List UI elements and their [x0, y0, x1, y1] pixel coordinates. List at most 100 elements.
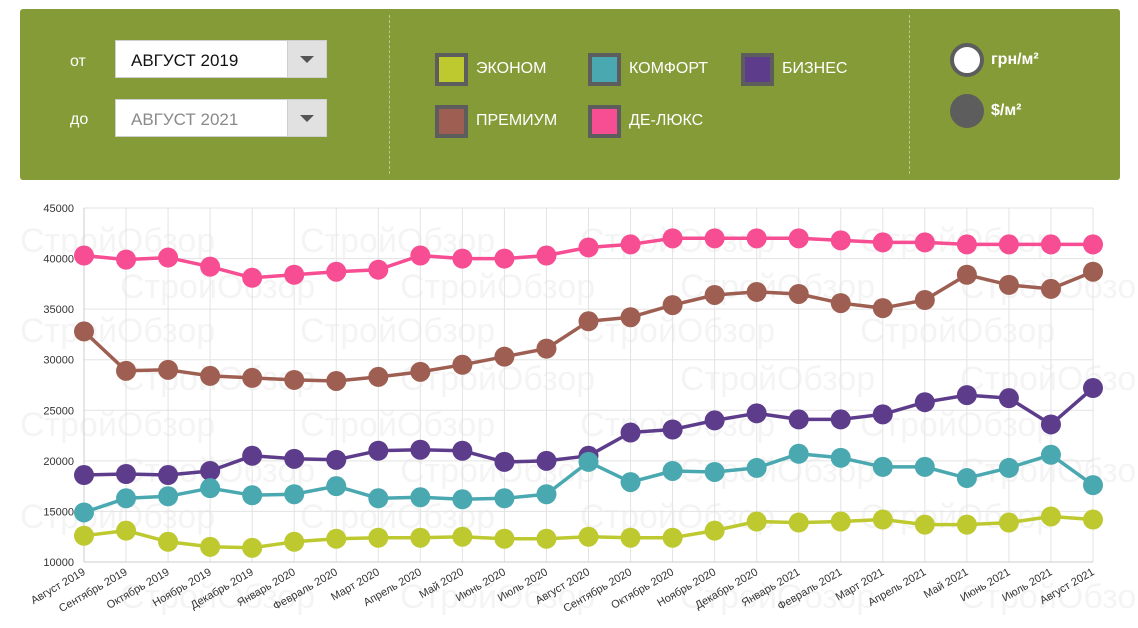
- series-эконом-point[interactable]: [326, 528, 347, 549]
- series-премиум-point[interactable]: [158, 359, 179, 380]
- series-эконом-point[interactable]: [620, 527, 641, 548]
- series-де-люкс-point[interactable]: [872, 232, 893, 253]
- series-комфорт-point[interactable]: [200, 478, 221, 499]
- to-date-select[interactable]: АВГУСТ 2021: [115, 99, 327, 137]
- series-бизнес-point[interactable]: [998, 388, 1019, 409]
- series-де-люкс-point[interactable]: [788, 228, 809, 249]
- series-де-люкс-point[interactable]: [1040, 234, 1061, 255]
- series-де-люкс-point[interactable]: [620, 234, 641, 255]
- series-де-люкс-point[interactable]: [536, 245, 557, 266]
- series-премиум-point[interactable]: [494, 346, 515, 367]
- series-комфорт-point[interactable]: [914, 456, 935, 477]
- series-премиум-point[interactable]: [1083, 261, 1103, 282]
- series-эконом-point[interactable]: [914, 514, 935, 535]
- series-комфорт-point[interactable]: [326, 476, 347, 497]
- series-эконом-point[interactable]: [662, 527, 683, 548]
- series-де-люкс-point[interactable]: [746, 228, 767, 249]
- series-комфорт-point[interactable]: [788, 443, 809, 464]
- series-эконом-point[interactable]: [746, 511, 767, 532]
- series-премиум-point[interactable]: [704, 284, 725, 305]
- series-эконом-point[interactable]: [284, 531, 305, 552]
- series-эконом-point[interactable]: [830, 511, 851, 532]
- series-комфорт-point[interactable]: [452, 489, 473, 510]
- series-премиум-point[interactable]: [872, 298, 893, 319]
- series-эконом-point[interactable]: [116, 520, 137, 541]
- series-эконом-point[interactable]: [200, 536, 221, 557]
- series-премиум-point[interactable]: [1040, 278, 1061, 299]
- series-комфорт-point[interactable]: [620, 472, 641, 493]
- series-эконом-point[interactable]: [536, 528, 557, 549]
- series-премиум-point[interactable]: [956, 264, 977, 285]
- series-де-люкс-point[interactable]: [830, 230, 851, 251]
- series-премиум-point[interactable]: [830, 293, 851, 314]
- series-комфорт-point[interactable]: [74, 502, 94, 523]
- series-бизнес-point[interactable]: [914, 392, 935, 413]
- series-бизнес-point[interactable]: [830, 409, 851, 430]
- series-эконом-point[interactable]: [74, 525, 94, 546]
- series-эконом-point[interactable]: [242, 537, 263, 558]
- series-эконом-point[interactable]: [998, 512, 1019, 533]
- series-де-люкс-point[interactable]: [578, 237, 599, 258]
- series-премиум-point[interactable]: [200, 365, 221, 386]
- series-комфорт-point[interactable]: [116, 488, 137, 509]
- series-премиум-point[interactable]: [536, 338, 557, 359]
- series-бизнес-point[interactable]: [704, 410, 725, 431]
- series-эконом-point[interactable]: [1083, 509, 1103, 530]
- series-бизнес-point[interactable]: [242, 445, 263, 466]
- series-комфорт-point[interactable]: [368, 488, 389, 509]
- series-комфорт-point[interactable]: [956, 468, 977, 489]
- series-де-люкс-point[interactable]: [494, 248, 515, 269]
- series-комфорт-point[interactable]: [830, 447, 851, 468]
- series-бизнес-point[interactable]: [452, 440, 473, 461]
- series-бизнес-point[interactable]: [746, 403, 767, 424]
- series-комфорт-point[interactable]: [1040, 444, 1061, 465]
- series-бизнес-point[interactable]: [620, 422, 641, 443]
- series-эконом-point[interactable]: [956, 514, 977, 535]
- series-эконом-point[interactable]: [578, 526, 599, 547]
- series-де-люкс-point[interactable]: [116, 249, 137, 270]
- series-де-люкс-point[interactable]: [158, 247, 179, 268]
- series-премиум-point[interactable]: [242, 367, 263, 388]
- series-де-люкс-point[interactable]: [410, 245, 431, 266]
- series-премиум-point[interactable]: [116, 360, 137, 381]
- series-бизнес-point[interactable]: [788, 409, 809, 430]
- series-де-люкс-point[interactable]: [704, 228, 725, 249]
- series-бизнес-point[interactable]: [1040, 414, 1061, 435]
- series-комфорт-point[interactable]: [284, 484, 305, 505]
- series-де-люкс-point[interactable]: [662, 228, 683, 249]
- series-премиум-point[interactable]: [788, 283, 809, 304]
- series-де-люкс-point[interactable]: [998, 234, 1019, 255]
- series-де-люкс-point[interactable]: [284, 264, 305, 285]
- series-комфорт-point[interactable]: [998, 457, 1019, 478]
- series-бизнес-point[interactable]: [326, 449, 347, 470]
- from-date-select[interactable]: АВГУСТ 2019: [115, 40, 327, 78]
- series-премиум-point[interactable]: [620, 307, 641, 328]
- series-комфорт-point[interactable]: [158, 486, 179, 507]
- series-бизнес-point[interactable]: [662, 419, 683, 440]
- series-бизнес-point[interactable]: [368, 440, 389, 461]
- series-комфорт-point[interactable]: [242, 485, 263, 506]
- series-комфорт-point[interactable]: [578, 451, 599, 472]
- series-премиум-point[interactable]: [368, 366, 389, 387]
- series-де-люкс-point[interactable]: [74, 245, 94, 266]
- series-премиум-point[interactable]: [452, 354, 473, 375]
- series-премиум-point[interactable]: [74, 321, 94, 342]
- series-премиум-point[interactable]: [746, 281, 767, 302]
- series-премиум-point[interactable]: [998, 274, 1019, 295]
- series-премиум-point[interactable]: [284, 369, 305, 390]
- series-эконом-point[interactable]: [158, 531, 179, 552]
- series-комфорт-point[interactable]: [662, 460, 683, 481]
- series-бизнес-point[interactable]: [410, 439, 431, 460]
- chevron-down-icon[interactable]: [287, 100, 326, 136]
- series-де-люкс-point[interactable]: [368, 259, 389, 280]
- series-комфорт-point[interactable]: [746, 457, 767, 478]
- series-эконом-point[interactable]: [410, 527, 431, 548]
- series-де-люкс-point[interactable]: [1083, 234, 1103, 255]
- series-де-люкс-point[interactable]: [326, 261, 347, 282]
- series-эконом-point[interactable]: [704, 520, 725, 541]
- series-бизнес-point[interactable]: [158, 465, 179, 486]
- series-бизнес-point[interactable]: [116, 464, 137, 485]
- series-де-люкс-point[interactable]: [452, 248, 473, 269]
- series-комфорт-point[interactable]: [536, 484, 557, 505]
- series-комфорт-point[interactable]: [704, 461, 725, 482]
